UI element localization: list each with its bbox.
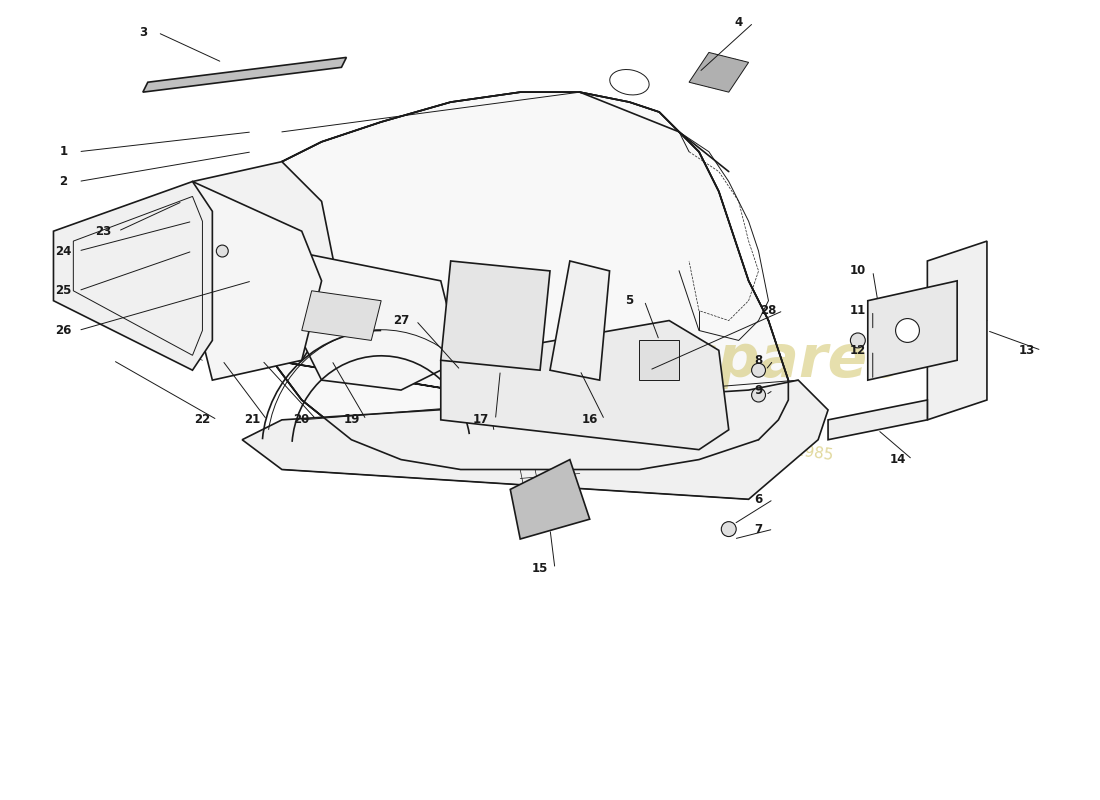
Text: 9: 9 bbox=[755, 383, 762, 397]
Polygon shape bbox=[143, 58, 346, 92]
Polygon shape bbox=[828, 400, 927, 440]
Text: 1: 1 bbox=[59, 146, 67, 158]
Polygon shape bbox=[262, 92, 789, 470]
Text: 22: 22 bbox=[195, 414, 210, 426]
Polygon shape bbox=[550, 261, 609, 380]
Polygon shape bbox=[441, 261, 550, 370]
Text: 16: 16 bbox=[582, 414, 598, 426]
Polygon shape bbox=[927, 241, 987, 420]
Polygon shape bbox=[441, 321, 728, 450]
Text: 7: 7 bbox=[755, 522, 762, 535]
Text: 26: 26 bbox=[55, 324, 72, 337]
Circle shape bbox=[751, 388, 766, 402]
Text: a passion for parts since 1985: a passion for parts since 1985 bbox=[603, 416, 835, 463]
Circle shape bbox=[722, 522, 736, 537]
Text: 28: 28 bbox=[760, 304, 777, 317]
Text: 27: 27 bbox=[393, 314, 409, 327]
Polygon shape bbox=[192, 162, 341, 370]
Text: eurospares: eurospares bbox=[535, 332, 903, 389]
Text: 8: 8 bbox=[755, 354, 762, 366]
Polygon shape bbox=[54, 182, 212, 370]
Text: 5: 5 bbox=[625, 294, 634, 307]
Polygon shape bbox=[301, 290, 382, 341]
Text: 6: 6 bbox=[755, 493, 762, 506]
Text: 11: 11 bbox=[849, 304, 866, 317]
Polygon shape bbox=[292, 251, 461, 390]
Text: 15: 15 bbox=[532, 562, 548, 575]
Text: 13: 13 bbox=[1019, 344, 1035, 357]
Text: 3: 3 bbox=[139, 26, 147, 39]
Text: 17: 17 bbox=[472, 414, 488, 426]
Polygon shape bbox=[242, 380, 828, 499]
Polygon shape bbox=[192, 182, 321, 380]
Text: 21: 21 bbox=[244, 414, 261, 426]
Text: 4: 4 bbox=[735, 16, 743, 29]
Text: 20: 20 bbox=[294, 414, 310, 426]
Circle shape bbox=[895, 318, 920, 342]
Text: 23: 23 bbox=[95, 225, 111, 238]
Text: 12: 12 bbox=[849, 344, 866, 357]
Polygon shape bbox=[689, 53, 749, 92]
Text: 19: 19 bbox=[343, 414, 360, 426]
Text: 2: 2 bbox=[59, 175, 67, 188]
Circle shape bbox=[751, 363, 766, 377]
Polygon shape bbox=[868, 281, 957, 380]
Polygon shape bbox=[510, 459, 590, 539]
Circle shape bbox=[850, 333, 866, 348]
Text: 24: 24 bbox=[55, 245, 72, 258]
Circle shape bbox=[217, 245, 229, 257]
Polygon shape bbox=[639, 341, 679, 380]
Text: 10: 10 bbox=[849, 265, 866, 278]
Text: 14: 14 bbox=[890, 453, 905, 466]
Text: 25: 25 bbox=[55, 284, 72, 298]
